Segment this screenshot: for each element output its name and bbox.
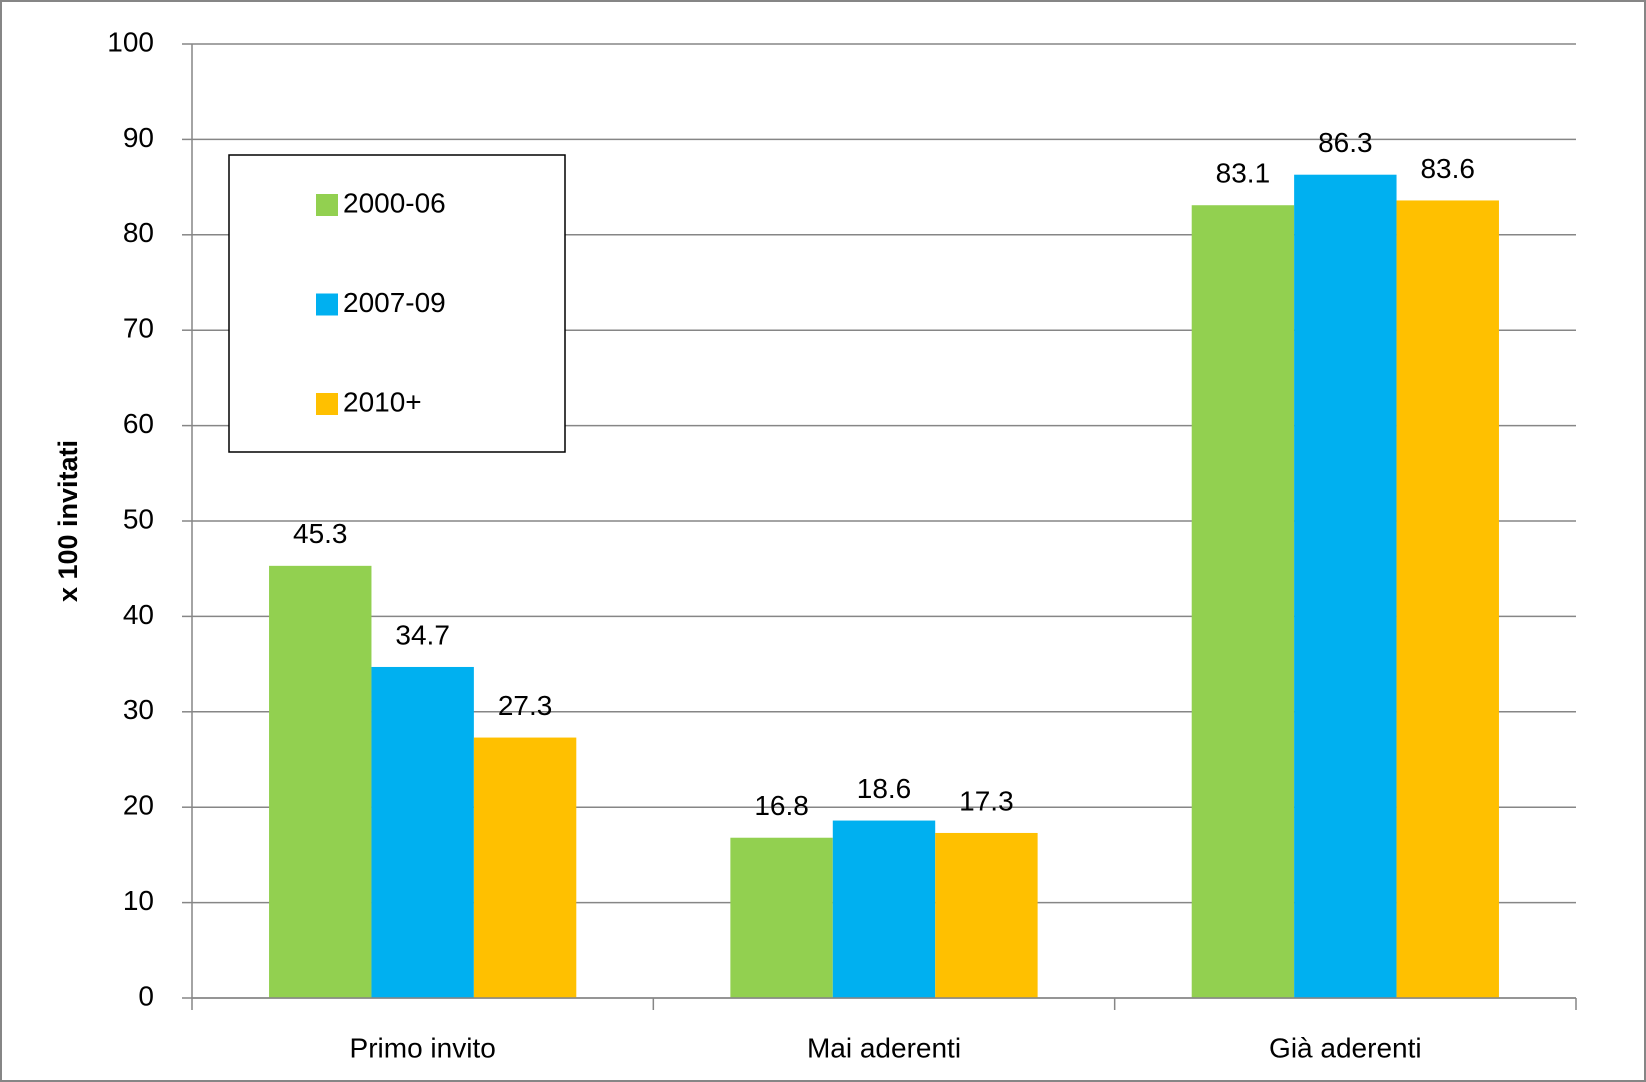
- y-tick-label: 30: [123, 694, 154, 725]
- data-label: 27.3: [498, 690, 553, 721]
- data-label: 86.3: [1318, 127, 1373, 158]
- x-tick-label: Già aderenti: [1269, 1032, 1422, 1063]
- y-axis-label: x 100 invitati: [53, 440, 83, 602]
- bar: [832, 820, 936, 998]
- y-tick-label: 0: [138, 980, 154, 1011]
- bar: [371, 666, 474, 998]
- x-tick-label: Mai aderenti: [807, 1032, 961, 1063]
- bar: [473, 737, 577, 998]
- y-tick-label: 80: [123, 217, 154, 248]
- legend-label: 2010+: [343, 386, 422, 417]
- legend-swatch: [316, 293, 338, 316]
- bar: [1396, 200, 1499, 998]
- data-label: 83.6: [1420, 153, 1475, 184]
- data-label: 18.6: [857, 773, 912, 804]
- legend-swatch: [316, 194, 338, 216]
- y-tick-label: 90: [123, 122, 154, 153]
- legend-box: [228, 154, 566, 453]
- y-tick-label: 60: [123, 408, 154, 439]
- bar: [1191, 205, 1295, 998]
- y-tick-label: 20: [123, 790, 154, 821]
- data-label: 45.3: [293, 518, 348, 549]
- bar: [730, 837, 833, 998]
- data-label: 83.1: [1216, 158, 1271, 189]
- y-tick-label: 10: [123, 885, 154, 916]
- y-tick-label: 40: [123, 599, 154, 630]
- legend-label: 2007-09: [343, 287, 446, 318]
- bar: [269, 565, 372, 998]
- legend-label: 2000-06: [343, 187, 446, 218]
- legend-swatch: [316, 393, 338, 415]
- y-tick-label: 100: [107, 26, 154, 57]
- bar: [935, 832, 1038, 998]
- x-tick-label: Primo invito: [350, 1032, 496, 1063]
- data-label: 34.7: [395, 619, 450, 650]
- data-label: 17.3: [959, 785, 1014, 816]
- y-tick-label: 50: [123, 503, 154, 534]
- data-label: 16.8: [754, 790, 809, 821]
- bar: [1294, 174, 1397, 998]
- y-tick-label: 70: [123, 313, 154, 344]
